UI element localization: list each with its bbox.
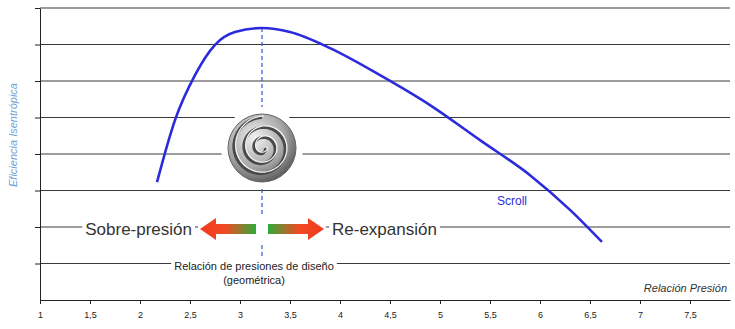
x-tick: 4,5 — [384, 300, 397, 320]
x-tick-label: 4,5 — [384, 310, 397, 320]
y-tick-mark — [35, 264, 40, 265]
y-tick — [35, 8, 40, 9]
annotation-left: Sobre-presión — [85, 220, 192, 239]
annotations: Sobre-presión Re-expansión Relación de pre… — [82, 192, 529, 289]
y-tick-mark — [35, 45, 40, 46]
x-tick-mark — [190, 300, 191, 304]
series-label: Scroll — [497, 194, 527, 208]
y-tick — [35, 264, 40, 265]
scroll-icon — [221, 107, 303, 189]
y-tick — [35, 45, 40, 46]
y-tick — [35, 81, 40, 82]
axis-title-background — [643, 281, 728, 295]
series-line — [157, 28, 602, 242]
x-tick: 7 — [638, 300, 643, 320]
grid-line — [40, 44, 730, 45]
grid-line — [40, 117, 730, 118]
x-axis-title: Relación Presión — [644, 282, 727, 294]
chart-container: 1 1,5 2 2,5 3 3,5 4 4,5 5 5,5 6 6,5 7 7,5 Sobre-presió… — [0, 0, 735, 329]
x-tick-mark — [290, 300, 291, 304]
arrow-right — [268, 218, 324, 240]
x-tick-mark — [390, 300, 391, 304]
x-tick-label: 6,5 — [584, 310, 597, 320]
x-tick: 4 — [338, 300, 343, 320]
x-tick: 3 — [238, 300, 243, 320]
grid — [40, 8, 730, 264]
annotation-right: Re-expansión — [332, 220, 437, 239]
x-tick-label: 2 — [138, 310, 143, 320]
grid-line — [40, 263, 730, 264]
y-tick — [35, 154, 40, 155]
icon-spiral-highlight — [236, 116, 287, 172]
x-tick: 2,5 — [184, 300, 197, 320]
x-tick-mark — [440, 300, 441, 304]
y-axis — [35, 9, 41, 301]
grid-line — [40, 154, 730, 155]
x-tick-label: 1 — [38, 310, 43, 320]
annotation-background — [82, 217, 195, 242]
x-tick: 2 — [138, 300, 143, 320]
arrow-background — [198, 216, 326, 242]
y-tick-mark — [35, 118, 40, 119]
y-tick — [35, 227, 40, 228]
icon-spiral — [234, 117, 285, 173]
x-tick-mark — [340, 300, 341, 304]
icon-disc — [228, 114, 296, 182]
grid-line — [40, 190, 730, 191]
y-tick-mark — [35, 154, 40, 155]
x-tick: 3,5 — [284, 300, 297, 320]
x-tick-mark — [540, 300, 541, 304]
x-tick-mark — [490, 300, 491, 304]
x-tick-label: 7 — [638, 310, 643, 320]
grid-line — [40, 81, 730, 82]
annotation-design: Relación de presiones de diseño (geométri… — [174, 260, 334, 286]
x-tick-mark — [240, 300, 241, 304]
y-tick-mark — [35, 8, 40, 9]
x-tick: 6,5 — [584, 300, 597, 320]
y-axis-line — [40, 9, 41, 301]
plot-area — [157, 28, 602, 256]
annotation-design-line: Relación de presiones de diseño — [174, 260, 334, 272]
annotation-background — [171, 257, 337, 289]
x-tick-label: 5 — [438, 310, 443, 320]
x-axis: 1 1,5 2 2,5 3 3,5 4 4,5 5 5,5 6 6,5 7 7,5 — [38, 300, 731, 320]
x-tick: 7,5 — [684, 300, 697, 320]
x-tick-label: 7,5 — [684, 310, 697, 320]
chart-svg: 1 1,5 2 2,5 3 3,5 4 4,5 5 5,5 6 6,5 7 7,5 Sobre-presió… — [0, 0, 735, 329]
x-tick: 1,5 — [84, 300, 97, 320]
x-tick-mark — [90, 300, 91, 304]
x-tick-mark — [140, 300, 141, 304]
y-tick — [35, 191, 40, 192]
x-tick-label: 1,5 — [84, 310, 97, 320]
x-tick-mark — [590, 300, 591, 304]
x-tick-label: 6 — [538, 310, 543, 320]
x-tick: 1 — [38, 300, 43, 320]
annotation-background — [329, 217, 440, 242]
series-label-background — [495, 192, 529, 210]
annotation-design-line: (geométrica) — [223, 274, 285, 286]
y-tick-mark — [35, 227, 40, 228]
x-tick-label: 2,5 — [184, 310, 197, 320]
x-axis-line — [41, 300, 731, 301]
x-tick-label: 4 — [338, 310, 343, 320]
x-tick: 5 — [438, 300, 443, 320]
y-tick — [35, 118, 40, 119]
x-tick-mark — [690, 300, 691, 304]
x-tick: 5,5 — [484, 300, 497, 320]
y-tick-mark — [35, 81, 40, 82]
icon-background — [221, 107, 303, 189]
y-axis-title: Eficiencia Isentrópica — [7, 83, 19, 187]
x-tick-mark — [40, 300, 41, 304]
x-tick-label: 3,5 — [284, 310, 297, 320]
x-tick: 6 — [538, 300, 543, 320]
grid-line — [40, 8, 730, 9]
arrow-left — [200, 218, 256, 240]
y-tick-mark — [35, 191, 40, 192]
x-tick-label: 5,5 — [484, 310, 497, 320]
x-tick-label: 3 — [238, 310, 243, 320]
x-tick-mark — [640, 300, 641, 304]
